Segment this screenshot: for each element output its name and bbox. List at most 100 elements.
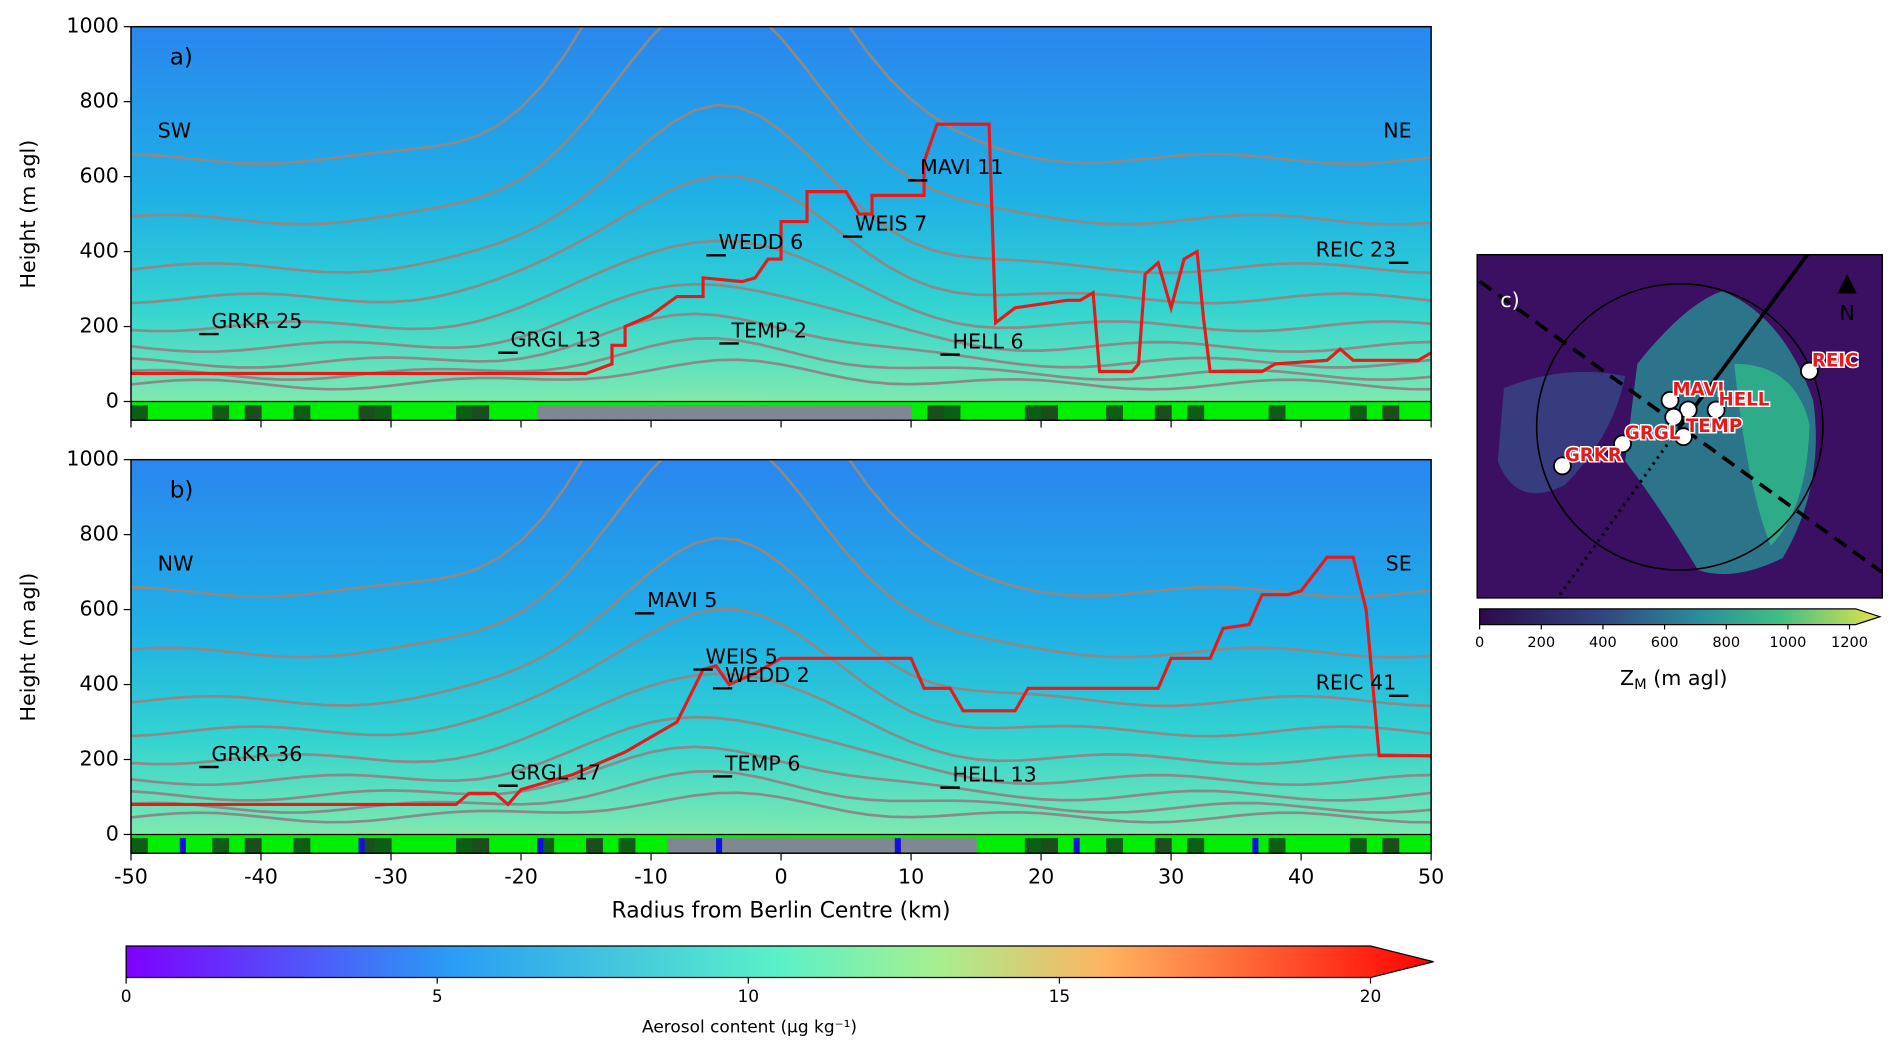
mixing-height-line [130,122,1432,376]
direction-label: NE [1383,119,1411,143]
direction-label: SE [1386,552,1412,576]
y-axis-label: Height (m agl) [16,573,40,722]
land-use-cell [878,838,896,854]
contour [130,175,1432,305]
station-label: TEMP 6 [724,751,800,775]
map-area [1477,254,1883,598]
label-main: Z [1620,666,1634,690]
x-tick-label: 40 [1288,864,1314,888]
land-use-cell [1024,405,1042,421]
panel-label: c) [1500,288,1519,312]
station-label: MAVI 5 [647,588,717,612]
label-rest: (m agl) [1647,666,1728,690]
contour [130,672,1432,766]
station-dot [1674,427,1693,447]
contour [130,769,1432,814]
land-use-cell [748,838,766,854]
land-use-cell [586,838,603,854]
land-use-cell [179,838,186,854]
land-use-cell [1187,838,1205,854]
land-use-cell [1154,838,1172,854]
contour [130,312,1432,369]
land-use-cell [927,405,945,421]
land-use-cell [829,838,847,854]
panel-label: a) [170,45,193,71]
land-use-cell [456,838,473,854]
colorbar-tick-label: 0 [1475,634,1484,651]
station-dot [1678,400,1698,420]
radius-circle [1535,283,1824,571]
station-label: WEIS 7 [855,211,927,235]
land-use-cell [293,405,311,421]
land-use-cell [943,838,961,854]
land-use-cell [374,405,392,421]
land-use-cell [618,838,636,854]
colorbar-tick-label: 600 [1651,634,1679,651]
y-tick-label: 800 [80,522,119,546]
y-tick-label: 200 [80,314,119,338]
land-use-cell [764,405,782,421]
contour [130,607,1432,738]
transect-sw-ne [1678,254,1810,428]
land-use-cell [716,405,733,421]
contour [130,745,1432,802]
station-label: REIC 23 [1316,238,1397,262]
contour [130,715,1432,787]
land-use-cell [537,838,544,854]
direction-label: NW [158,552,194,576]
station-label: TEMP [1686,416,1742,437]
land-use-cell [797,838,815,854]
station-label: REIC [1812,350,1859,371]
station-label: HELL 13 [953,762,1037,786]
colorbar-tick-label: 1000 [1769,634,1806,651]
contour [130,26,1432,226]
land-use-cell [569,405,587,421]
land-use-cell [911,838,928,854]
colorbar-tick-label: 0 [121,987,132,1007]
station-dot [1800,361,1819,381]
land-use-cell [130,405,148,421]
station-label: GRGL [1625,423,1681,444]
terrain-mid [1497,371,1626,494]
station-dot [1660,390,1680,410]
land-use-cell [1073,838,1080,854]
x-tick-label: 50 [1418,864,1444,888]
transect-nw-se [1478,279,1883,574]
land-use-cell [1252,838,1259,854]
station-label: GRKR [1565,445,1622,466]
contour [130,282,1432,354]
land-use-cell [1106,838,1123,854]
contour [130,536,1432,708]
land-use-cell [1349,405,1367,421]
station-label: WEDD 2 [725,663,810,687]
mixing-height-line [130,555,1432,807]
land-use-cell [748,405,766,421]
land-use-cell [716,838,723,854]
x-axis-label: Radius from Berlin Centre (km) [612,898,951,923]
station-label: GRGL 17 [510,761,601,785]
y-tick-label: 400 [80,672,119,696]
contour [130,358,1432,391]
land-use-cell [1041,838,1058,854]
colorbar-tick-label: 15 [1049,987,1071,1007]
land-use-cell [244,405,262,421]
y-tick-label: 0 [106,389,119,413]
land-use-cell [456,405,473,421]
colorbar-label: Aerosol content (μg kg⁻¹) [642,1017,857,1037]
land-use-cell [1349,838,1367,854]
north-arrow [1837,274,1857,294]
land-use-cell [813,838,831,854]
x-tick-label: 0 [774,864,787,888]
y-tick-label: 600 [80,597,119,621]
y-tick-label: 400 [80,239,119,263]
land-use-cell [374,838,392,854]
y-tick-label: 1000 [66,14,118,38]
colorbar-tick-label: 200 [1527,634,1555,651]
y-tick-label: 800 [80,89,119,113]
land-use-cell [846,405,863,421]
y-tick-label: 200 [80,747,119,771]
x-tick-label: 20 [1028,864,1054,888]
land-use-cell [1154,405,1172,421]
contour [130,103,1432,275]
